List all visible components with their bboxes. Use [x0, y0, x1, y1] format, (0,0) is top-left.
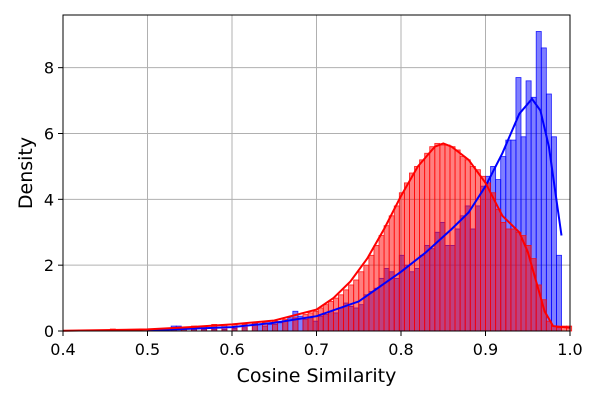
- histogram-bar: [388, 215, 395, 332]
- histogram-bar: [556, 254, 562, 332]
- histogram-bar: [317, 307, 324, 332]
- y-tick-label: 4: [44, 190, 54, 209]
- y-tick-label: 6: [44, 125, 54, 144]
- histogram-bar: [398, 192, 405, 332]
- kde-curve-series-1: [62, 142, 571, 332]
- histogram-bar: [277, 322, 284, 332]
- histogram-bar: [490, 192, 497, 332]
- histogram-bar: [267, 324, 273, 332]
- histogram-bar: [454, 149, 461, 332]
- histogram-bar: [327, 300, 334, 332]
- x-tick-label: 0.7: [304, 340, 329, 359]
- ticks-layer: 0.4 0.5 0.6 0.7 0.8 0.9 1.0 0 2 4 6 8: [44, 59, 583, 359]
- histogram-bar: [500, 221, 507, 332]
- histogram-bar: [338, 294, 344, 332]
- histogram-bar: [480, 175, 486, 332]
- x-tick-label: 0.6: [219, 340, 244, 359]
- histogram-bar: [403, 182, 410, 332]
- histogram-bar: [343, 289, 350, 332]
- histogram-bar: [545, 93, 552, 332]
- histogram-bar: [485, 182, 491, 332]
- histogram-bar: [332, 297, 339, 332]
- histogram-bar: [464, 159, 471, 332]
- histogram-bar: [505, 228, 512, 332]
- histogram-bar: [495, 208, 502, 332]
- histogram-bar: [459, 156, 466, 332]
- x-axis-label: Cosine Similarity: [237, 365, 397, 387]
- y-tick-label: 8: [44, 59, 54, 78]
- histogram-bar: [540, 47, 547, 332]
- kde-curve-series-0: [147, 97, 563, 332]
- histogram-bar: [409, 172, 415, 332]
- y-axis-label: Density: [15, 137, 37, 209]
- y-tick-label: 0: [44, 322, 54, 341]
- histogram-bar: [419, 159, 426, 332]
- histogram-bar: [307, 312, 314, 332]
- histogram-bar: [312, 310, 319, 332]
- x-tick-label: 0.8: [388, 340, 413, 359]
- x-tick-label: 1.0: [557, 340, 582, 359]
- kde-layer: [62, 97, 571, 332]
- histogram-bar: [520, 235, 527, 332]
- histogram-bar: [449, 146, 456, 332]
- y-tick-label: 2: [44, 256, 54, 275]
- x-tick-label: 0.4: [50, 340, 75, 359]
- histogram-bar: [424, 152, 431, 332]
- histogram-bar: [348, 284, 355, 332]
- bars-layer: [109, 31, 573, 332]
- x-tick-label: 0.5: [135, 340, 160, 359]
- histogram-bar: [393, 205, 400, 332]
- histogram-bar: [469, 166, 476, 332]
- histogram-bar: [353, 279, 360, 332]
- histogram-bar: [429, 146, 436, 332]
- histogram-bar: [510, 228, 517, 332]
- histogram-bar: [383, 225, 390, 332]
- x-tick-label: 0.9: [473, 340, 498, 359]
- histogram-bar: [515, 231, 522, 332]
- histogram-bar: [434, 142, 441, 332]
- histogram-bar: [322, 304, 329, 332]
- histogram-bar: [414, 166, 420, 332]
- histogram-bar: [444, 144, 451, 332]
